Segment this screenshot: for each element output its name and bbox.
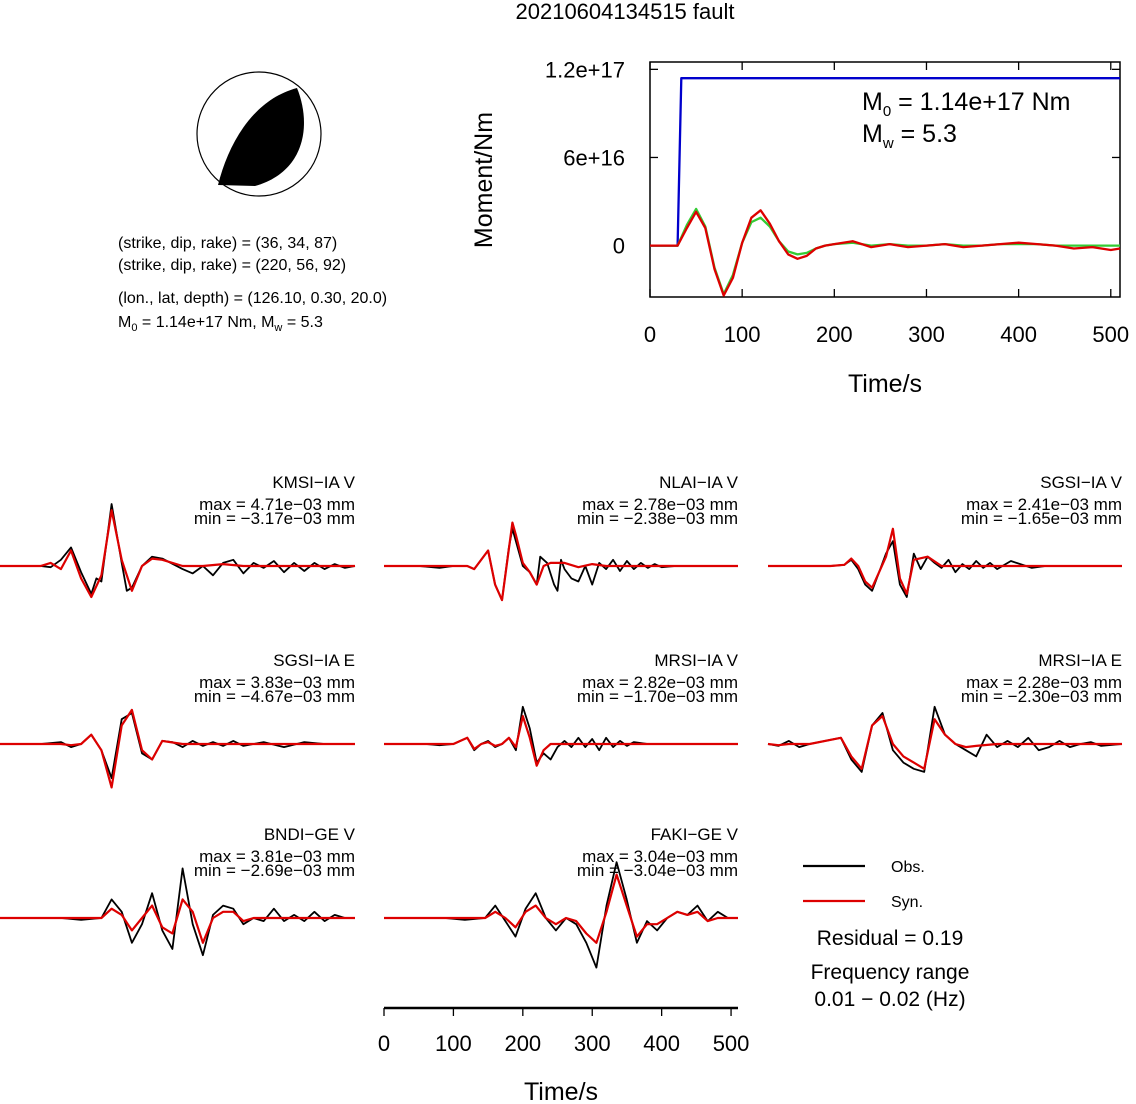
station-min: min = −2.38e−03 mm [577, 509, 738, 528]
synthetic-waveform [0, 509, 355, 599]
moment-plot-frame [649, 61, 1121, 298]
station-min: min = −1.65e−03 mm [961, 509, 1122, 528]
annotation-m0-sub: 0 [883, 103, 891, 120]
moment-curve-red [650, 209, 1121, 297]
station-label: SGSI−IA V [1040, 473, 1122, 492]
station-min: min = −2.30e−03 mm [961, 687, 1122, 706]
moment-x-tick-label: 100 [724, 322, 761, 347]
observed-waveform [0, 712, 355, 779]
station-max: max = 3.04e−03 mm [582, 847, 738, 866]
figure-title: 20210604134515 fault [516, 0, 735, 24]
moment-m-sub: 0 [131, 322, 137, 334]
station-label: FAKI−GE V [651, 825, 739, 844]
synthetic-waveform [384, 521, 738, 602]
station-label: NLAI−IA V [659, 473, 739, 492]
station-max: max = 2.28e−03 mm [966, 673, 1122, 692]
moment-y-tick-label: 6e+16 [563, 145, 625, 170]
moment-value: = 1.14e+17 Nm, M [137, 314, 274, 331]
station-min: min = −2.69e−03 mm [194, 861, 355, 880]
moment-annotation-m0: M0 = 1.14e+17 Nm [862, 88, 1070, 120]
observed-waveform [384, 527, 738, 601]
observed-waveform [768, 540, 1122, 598]
synthetic-waveform [384, 714, 738, 767]
station-max: max = 2.41e−03 mm [966, 495, 1122, 514]
nodal-plane-1: (strike, dip, rake) = (36, 34, 87) [118, 235, 337, 252]
waveform-x-tick-label: 0 [378, 1031, 390, 1056]
station-label: MRSI−IA V [654, 651, 738, 670]
legend-syn-label: Syn. [891, 894, 923, 911]
station-label: SGSI−IA E [273, 651, 355, 670]
annotation-m0-m: M [862, 88, 883, 116]
annotation-mw-m: M [862, 120, 883, 148]
station-label: KMSI−IA V [272, 473, 355, 492]
station-label: BNDI−GE V [264, 825, 356, 844]
synthetic-waveform [767, 714, 1122, 770]
station-max: max = 2.78e−03 mm [582, 495, 738, 514]
station-min: min = −3.17e−03 mm [194, 509, 355, 528]
station-max: max = 3.81e−03 mm [199, 847, 355, 866]
waveform-legend: Obs. Syn. [803, 859, 925, 911]
moment-x-tick-label: 300 [908, 322, 945, 347]
legend-obs-label: Obs. [891, 859, 925, 876]
moment-annotation-mw: Mw = 5.3 [862, 120, 957, 152]
waveform-x-tick-label: 100 [435, 1031, 472, 1056]
nodal-plane-2: (strike, dip, rake) = (220, 56, 92) [118, 257, 346, 274]
station-min: min = −3.04e−03 mm [577, 861, 738, 880]
residual-text: Residual = 0.19 [817, 927, 964, 950]
moment-curve-green [650, 207, 1120, 296]
synthetic-waveform [384, 873, 738, 944]
synthetic-waveform [0, 708, 355, 789]
waveform-x-tick-label: 500 [713, 1031, 750, 1056]
moment-summary: M0 = 1.14e+17 Nm, Mw = 5.3 [118, 314, 323, 334]
waveform-x-tick-label: 400 [643, 1031, 680, 1056]
synthetic-waveform [768, 527, 1122, 596]
synthetic-waveform [0, 898, 355, 944]
annotation-mw-sub: w [882, 135, 894, 152]
moment-x-tick-label: 0 [644, 322, 656, 347]
station-max: max = 2.82e−03 mm [582, 673, 738, 692]
frequency-label: Frequency range [811, 961, 970, 984]
waveform-time-axis: 0 100 200 300 400 500 Time/s [378, 1006, 750, 1104]
beachball-compression [218, 88, 304, 186]
moment-x-tick-label: 400 [1000, 322, 1037, 347]
station-min: min = −4.67e−03 mm [194, 687, 355, 706]
moment-y-tick-label: 1.2e+17 [545, 57, 625, 82]
moment-x-tick-label: 500 [1092, 322, 1129, 347]
observed-waveform [767, 705, 1123, 773]
moment-y-axis-label: Moment/Nm [470, 112, 498, 248]
beachball [196, 71, 322, 197]
waveform-x-axis-label: Time/s [524, 1078, 598, 1104]
waveform-x-tick-label: 200 [504, 1031, 541, 1056]
station-min: min = −1.70e−03 mm [577, 687, 738, 706]
observed-waveform [0, 867, 355, 957]
moment-x-tick-label: 200 [816, 322, 853, 347]
moment-y-tick-label: 0 [613, 234, 625, 259]
station-max: max = 3.83e−03 mm [199, 673, 355, 692]
frequency-range: 0.01 − 0.02 (Hz) [814, 988, 965, 1011]
observed-waveform [384, 705, 738, 764]
station-max: max = 4.71e−03 mm [199, 495, 355, 514]
moment-x-axis-label: Time/s [848, 370, 922, 398]
mw-sub: w [273, 322, 282, 334]
annotation-m0-value: = 1.14e+17 Nm [891, 88, 1070, 116]
source-location: (lon., lat, depth) = (126.10, 0.30, 20.0… [118, 290, 387, 307]
moment-m: M [118, 314, 131, 331]
annotation-mw-value: = 5.3 [894, 120, 957, 148]
waveform-x-tick-label: 300 [574, 1031, 611, 1056]
station-label: MRSI−IA E [1038, 651, 1122, 670]
mw-value: = 5.3 [282, 314, 323, 331]
